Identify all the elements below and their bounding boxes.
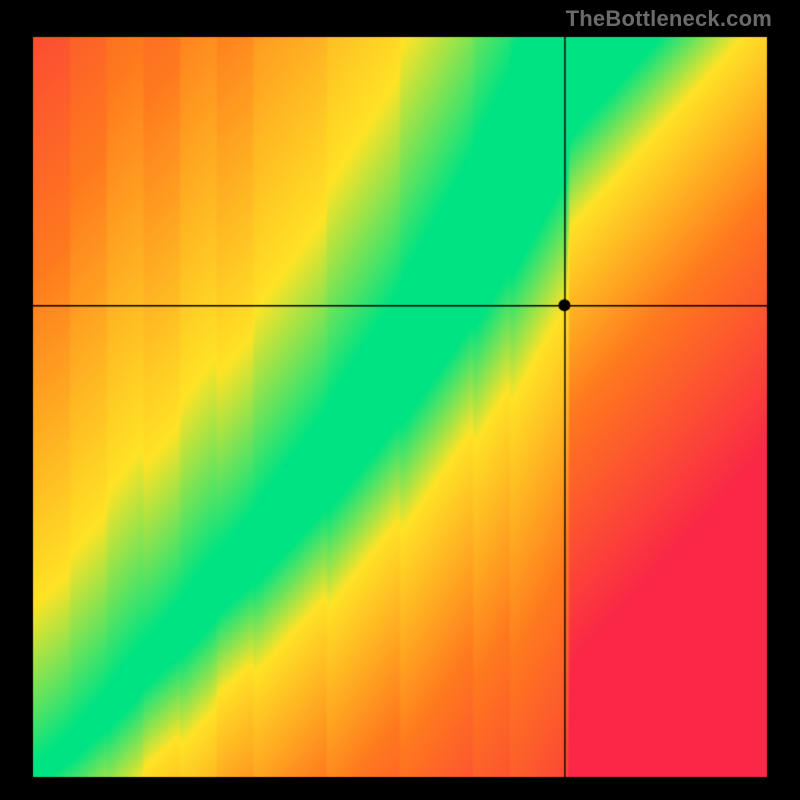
chart-container: TheBottleneck.com	[0, 0, 800, 800]
heatmap-canvas	[0, 0, 800, 800]
